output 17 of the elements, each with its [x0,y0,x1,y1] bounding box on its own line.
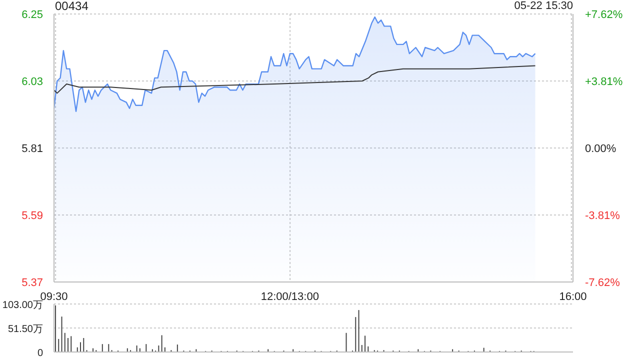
y-tick-label: 51.50万 [8,324,43,335]
chart-title: 00434 [55,0,88,13]
y2-tick-label: +3.81% [585,76,623,88]
y2-tick-label: -7.62% [585,277,620,289]
y-tick-label: 5.37 [22,277,43,289]
y2-tick-label: 0.00% [585,143,616,155]
y-tick-label: 5.59 [22,210,43,222]
y-tick-label: 6.25 [22,9,43,21]
x-tick-label: 16:00 [559,291,587,303]
text: 05-22 15:30 [514,0,573,12]
y-tick-label: 103.00万 [2,300,43,311]
y2-tick-label: +7.62% [585,9,623,21]
y-tick-label: 0 [37,348,44,359]
x-tick-label: 12:00/13:00 [260,291,319,303]
y-tick-label: 5.81 [22,143,43,155]
y-tick-label: 6.03 [22,76,43,88]
y2-tick-label: -3.81% [585,210,620,222]
